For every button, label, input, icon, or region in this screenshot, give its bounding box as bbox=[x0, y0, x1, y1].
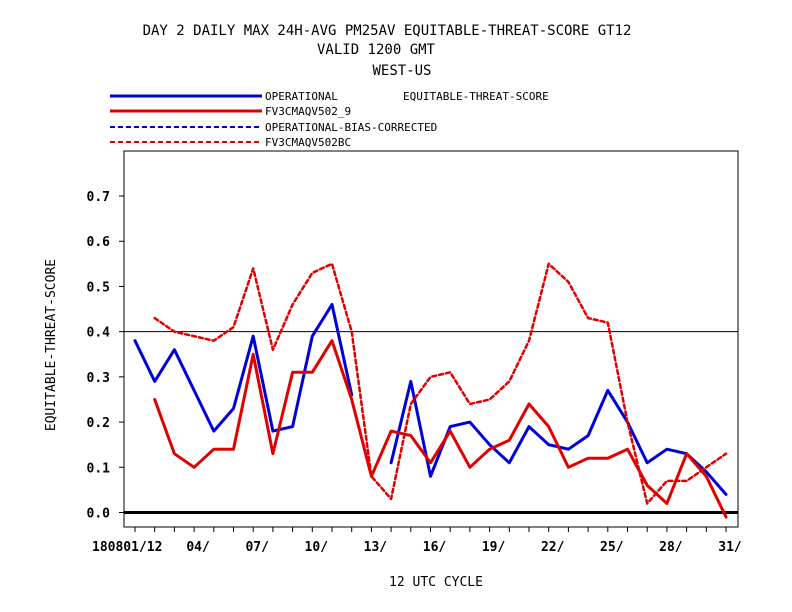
chart-subtitle-region: WEST-US bbox=[372, 63, 431, 79]
y-tick-label: 0.7 bbox=[87, 190, 110, 205]
legend-label-operational: OPERATIONAL bbox=[265, 90, 338, 103]
x-tick-label: 04/ bbox=[186, 540, 210, 555]
x-tick-label: 07/ bbox=[245, 540, 269, 555]
x-tick-label: 22/ bbox=[541, 540, 565, 555]
x-axis: 180801/12 04/07/10/13/16/19/22/25/28/31/ bbox=[92, 527, 742, 555]
legend-title: EQUITABLE-THREAT-SCORE bbox=[403, 90, 549, 103]
series-line-fv3cmaqv502-9 bbox=[153, 339, 728, 519]
legend-label-fv3cmaqv502-9: FV3CMAQV502_9 bbox=[265, 105, 351, 118]
legend: OPERATIONAL EQUITABLE-THREAT-SCORE FV3CM… bbox=[110, 90, 549, 149]
x-tick-label: 19/ bbox=[482, 540, 506, 555]
series-line-fv3cmaqv502bc bbox=[153, 262, 728, 505]
x-tick-label: 31/ bbox=[718, 540, 742, 555]
y-tick-label: 0.0 bbox=[87, 507, 111, 522]
legend-label-operational-bias-corrected: OPERATIONAL-BIAS-CORRECTED bbox=[265, 121, 437, 134]
chart-subtitle-valid: VALID 1200 GMT bbox=[317, 42, 436, 58]
x-tick-label: 13/ bbox=[364, 540, 388, 555]
legend-label-fv3cmaqv502bc: FV3CMAQV502BC bbox=[265, 136, 351, 149]
y-tick-label: 0.6 bbox=[87, 235, 111, 250]
x-tick-label: 28/ bbox=[659, 540, 683, 555]
y-tick-label: 0.3 bbox=[87, 371, 110, 386]
series-layer bbox=[133, 262, 728, 519]
chart-title: DAY 2 DAILY MAX 24H-AVG PM25AV EQUITABLE… bbox=[143, 23, 632, 39]
y-axis: 0.0 0.1 0.2 0.3 0.4 0.5 0.6 0.7 bbox=[87, 190, 124, 522]
y-tick-label: 0.5 bbox=[87, 280, 110, 295]
y-tick-label: 0.4 bbox=[87, 326, 111, 341]
x-tick-label: 180801/12 bbox=[92, 540, 162, 555]
x-tick-label: 25/ bbox=[600, 540, 624, 555]
x-tick-label: 16/ bbox=[423, 540, 447, 555]
y-axis-label: EQUITABLE-THREAT-SCORE bbox=[44, 259, 59, 431]
x-axis-label: 12 UTC CYCLE bbox=[389, 575, 483, 590]
x-tick-label: 10/ bbox=[305, 540, 329, 555]
y-tick-label: 0.1 bbox=[87, 461, 111, 476]
y-tick-label: 0.2 bbox=[87, 416, 110, 431]
